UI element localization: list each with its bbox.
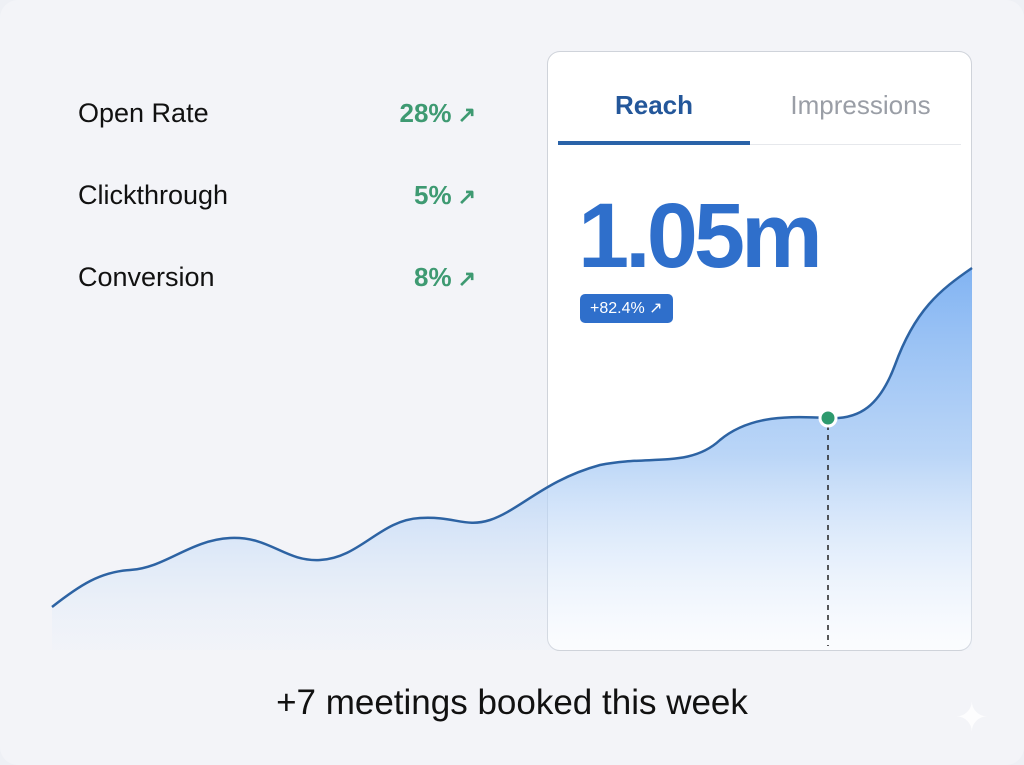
change-badge: +82.4% ↗ <box>580 294 673 323</box>
tab-divider <box>558 144 961 145</box>
metric-value: 5% <box>413 179 452 210</box>
metric-conversion: Conversion 8% ↗ <box>78 260 476 294</box>
tab-impressions[interactable]: Impressions <box>790 90 931 120</box>
metric-label: Clickthrough <box>78 179 229 210</box>
arrow-up-right-icon: ↗ <box>457 265 476 291</box>
metric-value: 28% <box>399 97 452 128</box>
arrow-up-right-icon: ↗ <box>649 300 663 317</box>
metric-clickthrough: Clickthrough 5% ↗ <box>78 178 476 212</box>
metric-label: Conversion <box>78 261 215 292</box>
area-fill <box>52 268 972 650</box>
arrow-up-right-icon: ↗ <box>457 183 476 209</box>
arrow-up-right-icon: ↗ <box>457 101 476 127</box>
reach-value: 1.05m <box>578 185 823 287</box>
data-point-marker[interactable] <box>818 408 838 428</box>
metric-value: 8% <box>413 261 452 292</box>
tab-reach[interactable]: Reach <box>614 90 694 120</box>
metric-label: Open Rate <box>78 97 209 128</box>
footer-text: +7 meetings booked this week <box>276 683 748 722</box>
active-tab-indicator <box>558 141 750 145</box>
sparkle-icon: ✦ <box>955 696 989 740</box>
trend-line <box>51 266 973 608</box>
metric-open-rate: Open Rate 28% ↗ <box>78 96 476 130</box>
change-value: +82.4% <box>590 300 645 317</box>
